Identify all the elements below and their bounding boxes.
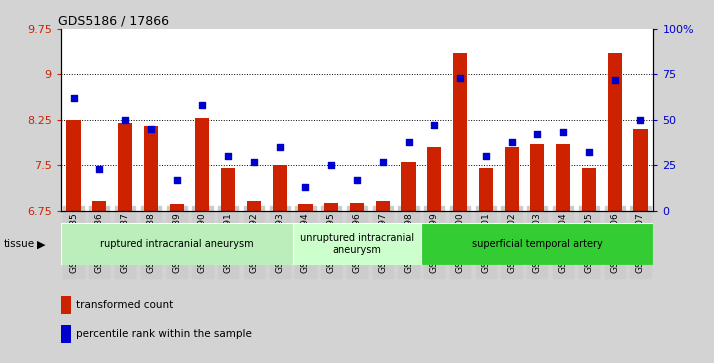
Bar — [350, 203, 364, 211]
Text: transformed count: transformed count — [76, 300, 173, 310]
Bar — [556, 144, 570, 211]
Point — [248, 159, 260, 164]
Point — [94, 166, 105, 172]
Text: tissue: tissue — [4, 239, 35, 249]
Point — [428, 122, 440, 128]
Point — [377, 159, 388, 164]
Bar — [118, 123, 132, 211]
Bar — [196, 118, 209, 211]
Point — [558, 130, 569, 135]
Text: GDS5186 / 17866: GDS5186 / 17866 — [58, 15, 169, 28]
Bar — [453, 53, 467, 211]
Bar — [61, 296, 71, 314]
Bar — [66, 120, 81, 211]
Bar — [293, 223, 421, 265]
Bar — [169, 204, 183, 211]
Point — [196, 102, 208, 108]
Text: percentile rank within the sample: percentile rank within the sample — [76, 329, 251, 339]
Point — [506, 139, 518, 144]
Text: ruptured intracranial aneurysm: ruptured intracranial aneurysm — [100, 239, 253, 249]
Point — [145, 126, 156, 132]
Point — [274, 144, 286, 150]
Point — [171, 177, 182, 183]
Point — [300, 184, 311, 190]
Bar — [479, 168, 493, 211]
Bar — [298, 204, 313, 211]
Point — [403, 139, 414, 144]
Bar — [144, 126, 158, 211]
Bar — [427, 147, 441, 211]
Point — [609, 77, 620, 83]
Bar — [401, 162, 416, 211]
Text: unruptured intracranial
aneurysm: unruptured intracranial aneurysm — [300, 233, 414, 255]
Bar — [247, 201, 261, 211]
Point — [532, 131, 543, 137]
Bar — [221, 168, 235, 211]
Text: ▶: ▶ — [37, 239, 46, 249]
Text: superficial temporal artery: superficial temporal artery — [472, 239, 603, 249]
Point — [326, 162, 337, 168]
Point — [68, 95, 79, 101]
Bar — [324, 203, 338, 211]
Bar — [421, 223, 653, 265]
Bar — [61, 325, 71, 343]
Point — [119, 117, 131, 123]
Bar — [376, 201, 390, 211]
Bar — [633, 129, 648, 211]
Bar — [531, 144, 545, 211]
Point — [583, 150, 595, 155]
Point — [223, 153, 234, 159]
Bar — [582, 168, 596, 211]
Bar — [92, 201, 106, 211]
Point — [635, 117, 646, 123]
Point — [454, 75, 466, 81]
Bar — [61, 223, 293, 265]
Point — [351, 177, 363, 183]
Bar — [273, 165, 287, 211]
Point — [480, 153, 491, 159]
Bar — [505, 147, 518, 211]
Bar — [608, 53, 622, 211]
